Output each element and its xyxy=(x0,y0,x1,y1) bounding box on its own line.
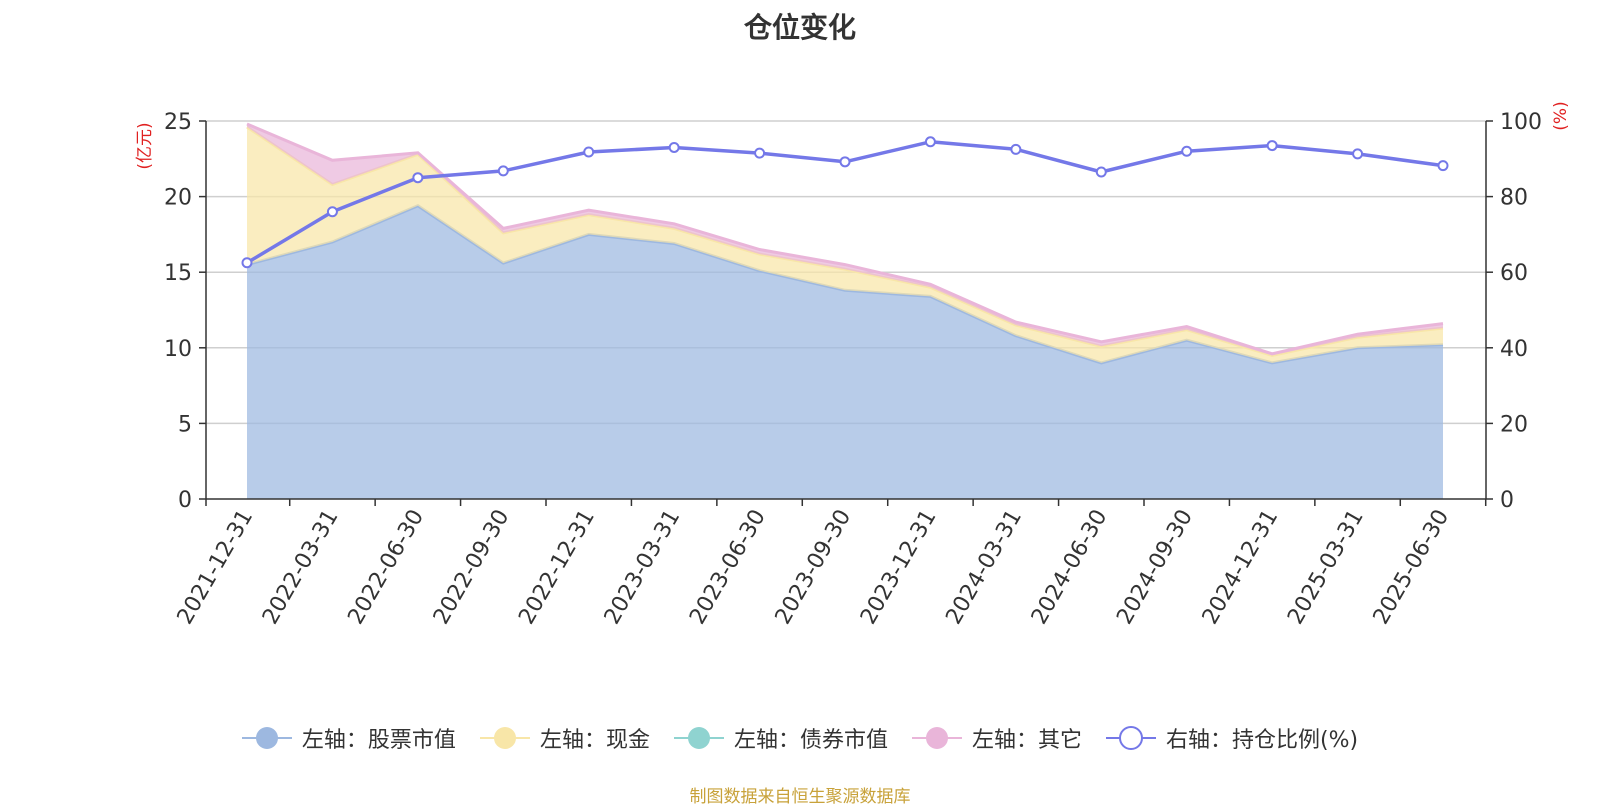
line-point xyxy=(1010,143,1022,155)
x-tick-label: 2024-12-31 xyxy=(1198,506,1284,629)
right-tick-label: 40 xyxy=(1500,337,1528,362)
left-axis-unit: (亿元) xyxy=(135,122,155,169)
x-tick-label: 2021-12-31 xyxy=(173,506,259,629)
legend-label: 左轴：股票市值 xyxy=(301,728,456,753)
legend-item[interactable]: 左轴：股票市值 xyxy=(241,722,456,754)
left-tick-label: 0 xyxy=(178,488,192,513)
line-point xyxy=(241,257,253,269)
x-tick-label: 2025-03-31 xyxy=(1283,506,1369,629)
legend-marker-icon xyxy=(911,727,962,749)
legend-label: 左轴：其它 xyxy=(971,728,1082,753)
x-tick-label: 2024-03-31 xyxy=(941,506,1027,629)
legend-item[interactable]: 右轴：持仓比例(%) xyxy=(1105,722,1359,754)
area-edge-左轴：其它 xyxy=(246,122,1444,356)
x-tick-label: 2022-12-31 xyxy=(514,506,600,629)
line-point xyxy=(924,136,936,148)
x-tick-label: 2023-09-30 xyxy=(771,506,857,629)
line-point xyxy=(1095,166,1107,178)
right-tick-label: 60 xyxy=(1500,261,1528,286)
left-tick-label: 5 xyxy=(178,412,192,437)
line-point xyxy=(497,165,509,177)
legend-marker-icon xyxy=(241,727,292,749)
x-tick-label: 2023-12-31 xyxy=(856,506,942,629)
legend-marker-icon xyxy=(479,727,530,749)
legend-label: 右轴：持仓比例(%) xyxy=(1165,728,1359,753)
left-tick-label: 15 xyxy=(164,261,192,286)
x-tick-label: 2023-06-30 xyxy=(685,506,771,629)
x-tick-label: 2022-03-31 xyxy=(258,506,344,629)
right-axis-unit: (%) xyxy=(1551,101,1571,130)
right-tick-label: 80 xyxy=(1500,186,1528,211)
line-point xyxy=(754,147,766,159)
legend-label: 左轴：现金 xyxy=(539,728,650,753)
right-tick-label: 0 xyxy=(1500,488,1514,513)
legend-marker-icon xyxy=(1105,726,1156,750)
area-左轴：股票市值 xyxy=(247,205,1443,499)
left-tick-label: 10 xyxy=(164,337,192,362)
legend: 左轴：股票市值 左轴：现金 左轴：债券市值 左轴：其它 右轴：持仓比例(%) xyxy=(0,722,1600,754)
left-tick-label: 20 xyxy=(164,186,192,211)
x-tick-label: 2023-03-31 xyxy=(600,506,686,629)
line-point xyxy=(326,206,338,218)
legend-label: 左轴：债券市值 xyxy=(733,728,888,753)
x-tick-label: 2022-09-30 xyxy=(429,506,515,629)
line-point xyxy=(839,156,851,168)
area-左轴：现金 xyxy=(247,127,1443,363)
chart-title: 仓位变化 xyxy=(743,11,856,44)
legend-marker-icon xyxy=(673,727,724,749)
right-tick-label: 20 xyxy=(1500,412,1528,437)
legend-item[interactable]: 左轴：其它 xyxy=(911,722,1082,754)
x-tick-label: 2022-06-30 xyxy=(343,506,429,629)
x-tick-label: 2024-06-30 xyxy=(1027,506,1113,629)
legend-item[interactable]: 左轴：现金 xyxy=(479,722,650,754)
line-point xyxy=(583,146,595,158)
right-tick-label: 100 xyxy=(1500,110,1542,135)
line-point xyxy=(1266,140,1278,152)
source-note: 制图数据来自恒生聚源数据库 xyxy=(689,787,911,807)
line-point xyxy=(1352,148,1364,160)
line-point xyxy=(412,172,424,184)
legend-item[interactable]: 左轴：债券市值 xyxy=(673,722,888,754)
line-point xyxy=(1181,145,1193,157)
line-point xyxy=(668,141,680,153)
x-tick-label: 2024-09-30 xyxy=(1112,506,1198,629)
line-point xyxy=(1437,160,1449,172)
left-tick-label: 25 xyxy=(164,110,192,135)
x-tick-label: 2025-06-30 xyxy=(1369,506,1455,629)
